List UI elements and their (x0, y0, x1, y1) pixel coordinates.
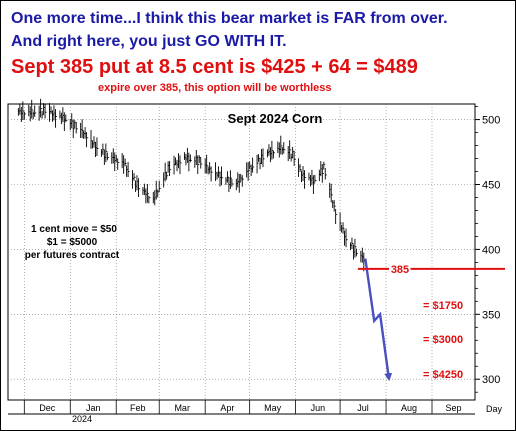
note-line-2: $1 = $5000 (47, 237, 98, 248)
x-tick-label: Mar (174, 403, 190, 413)
annotations: 385 = $1750 = $3000 = $4250 (357, 262, 505, 381)
x-tick-label: Dec (39, 403, 56, 413)
projection-arrow (364, 258, 393, 382)
y-tick-label: 350 (482, 309, 500, 321)
y-tick-label: 300 (482, 374, 500, 386)
year-label: 2024 (72, 414, 92, 424)
headline-block: One more time...I think this bear market… (0, 0, 514, 104)
x-tick-label: Sep (445, 403, 461, 413)
x-tick-label: Aug (401, 403, 417, 413)
note-line-3: per futures contract (25, 250, 120, 261)
headline-line-1: One more time...I think this bear market… (11, 10, 448, 27)
y-tick-label: 500 (482, 115, 500, 127)
x-tick-label: Feb (130, 403, 146, 413)
day-label: Day (486, 404, 503, 414)
x-tick-label: May (264, 403, 282, 413)
headline-line-2: And right here, you just GO WITH IT. (11, 33, 287, 50)
x-tick-label: Jan (86, 403, 101, 413)
y-tick-label: 450 (482, 179, 500, 191)
chart-title: Sept 2024 Corn (228, 111, 323, 126)
expiry-note: expire over 385, this option will be wor… (98, 82, 332, 94)
y-tick-label: 400 (482, 244, 500, 256)
axes: 300 350 400 450 500 Dec Jan Feb Mar Apr May Jun Jul A… (8, 106, 500, 415)
x-tick-label: Jun (311, 403, 326, 413)
trade-summary: Sept 385 put at 8.5 cent is $425 + 64 = … (11, 56, 418, 78)
x-tick-label: Apr (220, 403, 234, 413)
value-annotation: = $4250 (423, 369, 463, 381)
price-series (17, 98, 393, 382)
value-annotation: = $3000 (423, 334, 463, 346)
x-tick-label: Jul (357, 403, 369, 413)
note-line-1: 1 cent move = $50 (31, 224, 117, 235)
value-annotation: = $1750 (423, 300, 463, 312)
plot-area (7, 103, 476, 401)
strike-385-label: 385 (391, 264, 409, 276)
